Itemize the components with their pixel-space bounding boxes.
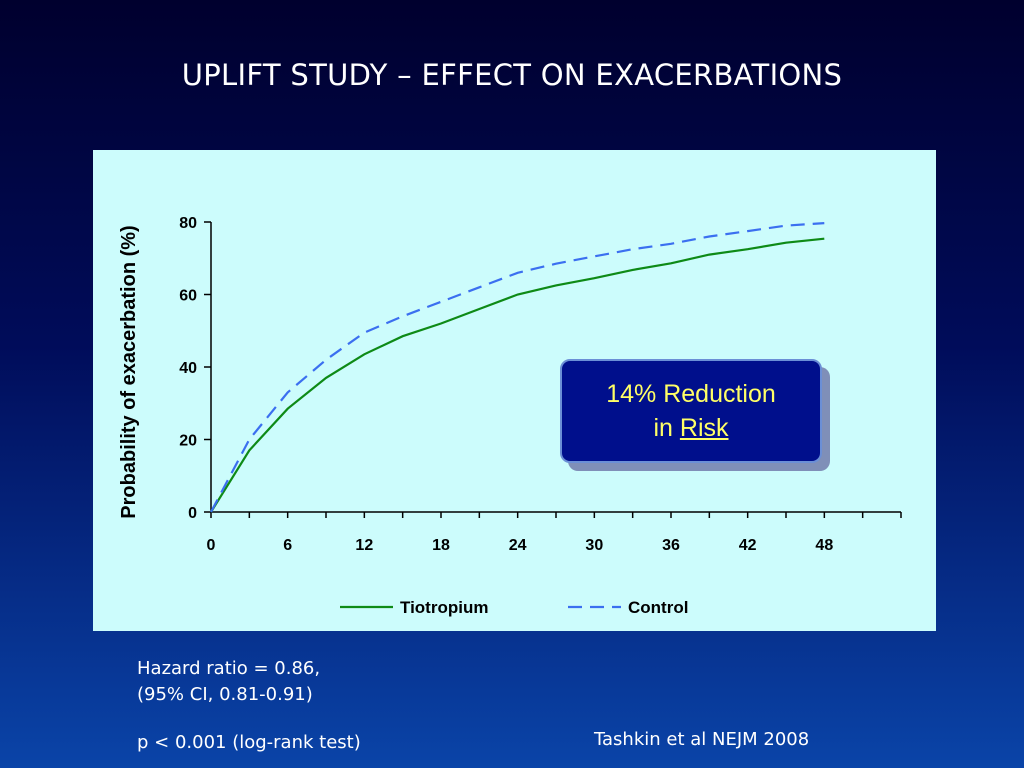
series-line-control (210, 222, 825, 513)
x-tick-label: 0 (207, 537, 216, 554)
callout-line-1: 14% Reduction (606, 380, 776, 408)
y-axis-label: Probability of exacerbation (%) (118, 225, 140, 518)
chart-axes: 0 20 40 60 80 0 6 12 18 24 30 36 42 48 (179, 215, 902, 554)
y-tick-label: 60 (179, 288, 197, 305)
p-value: p < 0.001 (log-rank test) (137, 732, 361, 753)
y-tick-label: 40 (179, 360, 197, 377)
x-tick-label: 36 (662, 537, 680, 554)
x-tick-label: 30 (585, 537, 603, 554)
chart-legend: Tiotropium Control (340, 598, 688, 617)
series-line-tiotropium (210, 237, 825, 513)
legend-label-control: Control (628, 598, 688, 617)
x-tick-label: 18 (432, 537, 450, 554)
callout-risk-link: Risk (679, 414, 729, 442)
hazard-ratio: Hazard ratio = 0.86, (137, 658, 321, 679)
slide-title: UPLIFT STUDY – EFFECT ON EXACERBATIONS (181, 58, 843, 92)
callout-line-2: in Risk (562, 411, 820, 445)
x-tick-label: 6 (283, 537, 292, 554)
x-tick-label: 48 (815, 537, 833, 554)
callout-line-2-prefix: in (653, 414, 680, 442)
x-tick-label: 24 (509, 537, 527, 554)
statistics-text: Hazard ratio = 0.86, (95% CI, 0.81-0.91)… (137, 656, 361, 756)
citation: Tashkin et al NEJM 2008 (594, 729, 810, 750)
y-tick-label: 80 (179, 215, 197, 232)
exacerbation-chart: 0 20 40 60 80 0 6 12 18 24 30 36 42 48 Probability of… (118, 215, 902, 617)
legend-label-tiotropium: Tiotropium (400, 598, 488, 617)
reduction-callout: 14% Reduction in Risk (560, 359, 822, 463)
confidence-interval: (95% CI, 0.81-0.91) (137, 684, 313, 705)
x-tick-label: 12 (355, 537, 373, 554)
x-tick-label: 42 (739, 537, 757, 554)
y-tick-label: 0 (188, 505, 197, 522)
y-tick-label: 20 (179, 433, 197, 450)
series-layer (210, 222, 825, 513)
